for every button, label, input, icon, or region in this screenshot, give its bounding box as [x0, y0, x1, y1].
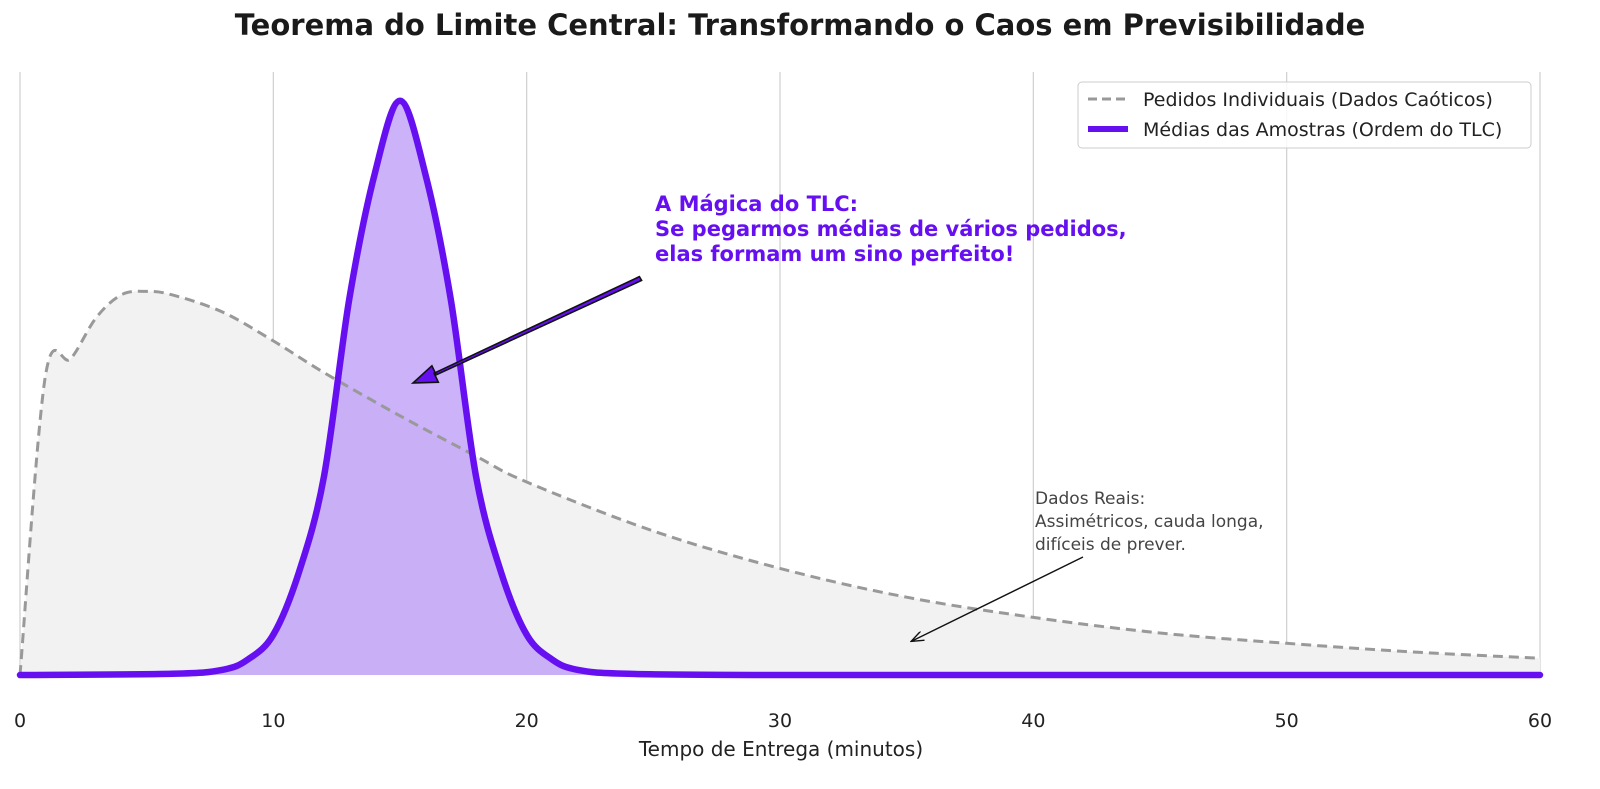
chart-title: Teorema do Limite Central: Transformando… [235, 8, 1366, 42]
legend: Pedidos Individuais (Dados Caóticos) Méd… [1077, 81, 1532, 149]
real-data-annotation: Dados Reais: Assimétricos, cauda longa, … [912, 489, 1264, 641]
real-data-annotation-arrow [912, 556, 1084, 641]
x-tick-label-40: 40 [1021, 710, 1045, 732]
real-data-annotation-line-1: Dados Reais: [1035, 489, 1145, 509]
series-line-individual [18, 289, 1541, 676]
tlc-annotation-line-2: Se pegarmos médias de vários pedidos, [655, 217, 1127, 241]
legend-label-individual: Pedidos Individuais (Dados Caóticos) [1143, 89, 1493, 111]
x-tick-label-30: 30 [768, 710, 792, 732]
legend-label-means: Médias das Amostras (Ordem do TLC) [1143, 119, 1502, 141]
x-tick-label-60: 60 [1528, 710, 1552, 732]
x-axis-label: Tempo de Entrega (minutos) [638, 737, 923, 761]
x-axis: 0 10 20 30 40 50 60 [14, 710, 1552, 732]
legend-box [1077, 81, 1532, 149]
area-fills [20, 100, 1540, 676]
x-tick-label-20: 20 [515, 710, 539, 732]
tlc-annotation-line-3: elas formam um sino perfeito! [655, 242, 1014, 266]
real-data-annotation-line-2: Assimétricos, cauda longa, [1035, 512, 1264, 532]
series-lines [16, 97, 1544, 679]
tlc-annotation: A Mágica do TLC: Se pegarmos médias de v… [410, 192, 1127, 384]
vertical-grid [19, 72, 1541, 675]
tlc-annotation-arrow [410, 275, 643, 384]
real-data-annotation-line-3: difíceis de prever. [1035, 535, 1186, 555]
x-tick-label-10: 10 [261, 710, 285, 732]
x-tick-label-50: 50 [1275, 710, 1299, 732]
x-tick-label-0: 0 [14, 710, 26, 732]
series-line-means [16, 97, 1544, 679]
tlc-annotation-line-1: A Mágica do TLC: [655, 192, 858, 216]
series-fill-means [20, 100, 1540, 676]
